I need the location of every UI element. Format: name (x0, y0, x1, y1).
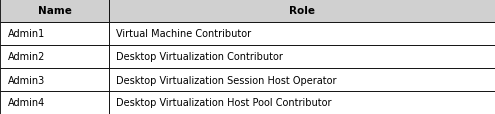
Bar (109, 23, 495, 46)
Text: Virtual Machine Contributor: Virtual Machine Contributor (116, 29, 251, 39)
Bar (109, 91, 495, 114)
Bar (0, 0, 109, 23)
Text: Admin2: Admin2 (7, 52, 45, 62)
Bar (0, 23, 109, 46)
Bar (0, 91, 109, 114)
Text: Name: Name (38, 6, 71, 16)
Text: Desktop Virtualization Contributor: Desktop Virtualization Contributor (116, 52, 283, 62)
Bar (109, 68, 495, 91)
Bar (109, 0, 495, 23)
Bar (0, 46, 109, 68)
Text: Desktop Virtualization Session Host Operator: Desktop Virtualization Session Host Oper… (116, 75, 337, 85)
Text: Desktop Virtualization Host Pool Contributor: Desktop Virtualization Host Pool Contrib… (116, 98, 332, 108)
Text: Admin4: Admin4 (7, 98, 45, 108)
Bar (109, 46, 495, 68)
Text: Admin3: Admin3 (7, 75, 45, 85)
Text: Admin1: Admin1 (7, 29, 45, 39)
Text: Role: Role (289, 6, 315, 16)
Bar (0, 68, 109, 91)
